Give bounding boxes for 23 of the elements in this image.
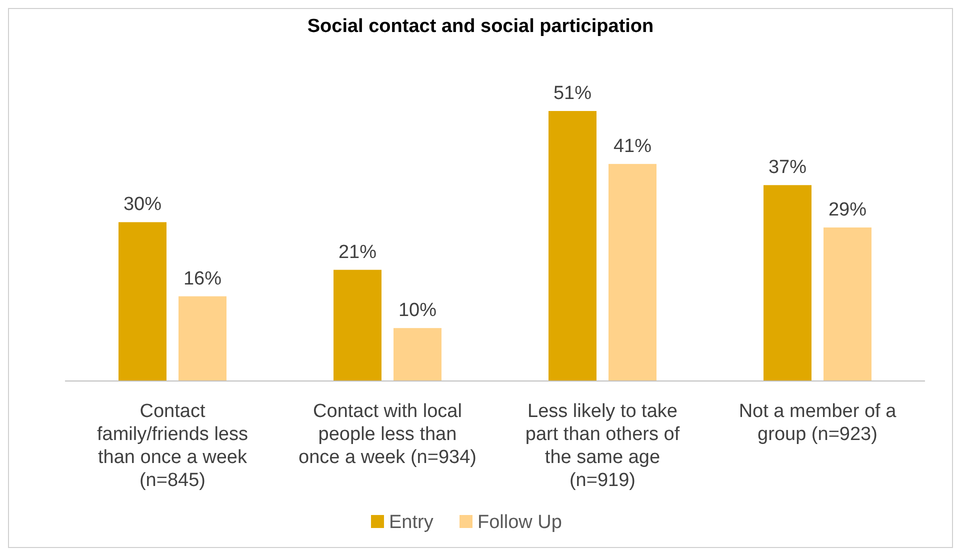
bar — [764, 185, 812, 381]
bar — [548, 111, 596, 381]
data-label: 10% — [398, 300, 437, 322]
chart-title: Social contact and social participation — [307, 16, 654, 37]
bar — [118, 222, 166, 381]
data-label: 30% — [123, 194, 162, 216]
data-label: 29% — [828, 199, 867, 220]
data-label: 51% — [553, 83, 592, 104]
x-tick-label: Not a member of a group (n=923) — [738, 401, 897, 445]
bar — [608, 164, 656, 381]
bar — [178, 296, 226, 381]
x-tick-label: Contact with local people less than once a week (n=934) — [298, 401, 476, 468]
legend-label: Follow Up — [478, 512, 562, 533]
legend-label: Entry — [389, 512, 434, 533]
bar — [824, 227, 872, 381]
data-label: 41% — [613, 136, 652, 157]
data-label: 21% — [338, 242, 377, 263]
bar — [334, 270, 382, 381]
data-label: 16% — [183, 268, 222, 290]
x-tick-label: Less likely to take part than others of the same age (n=919) — [525, 401, 680, 491]
bar — [394, 328, 442, 381]
x-tick-label: Contact family/friends less than once a week (n=845) — [97, 401, 248, 491]
data-label: 37% — [768, 157, 807, 178]
